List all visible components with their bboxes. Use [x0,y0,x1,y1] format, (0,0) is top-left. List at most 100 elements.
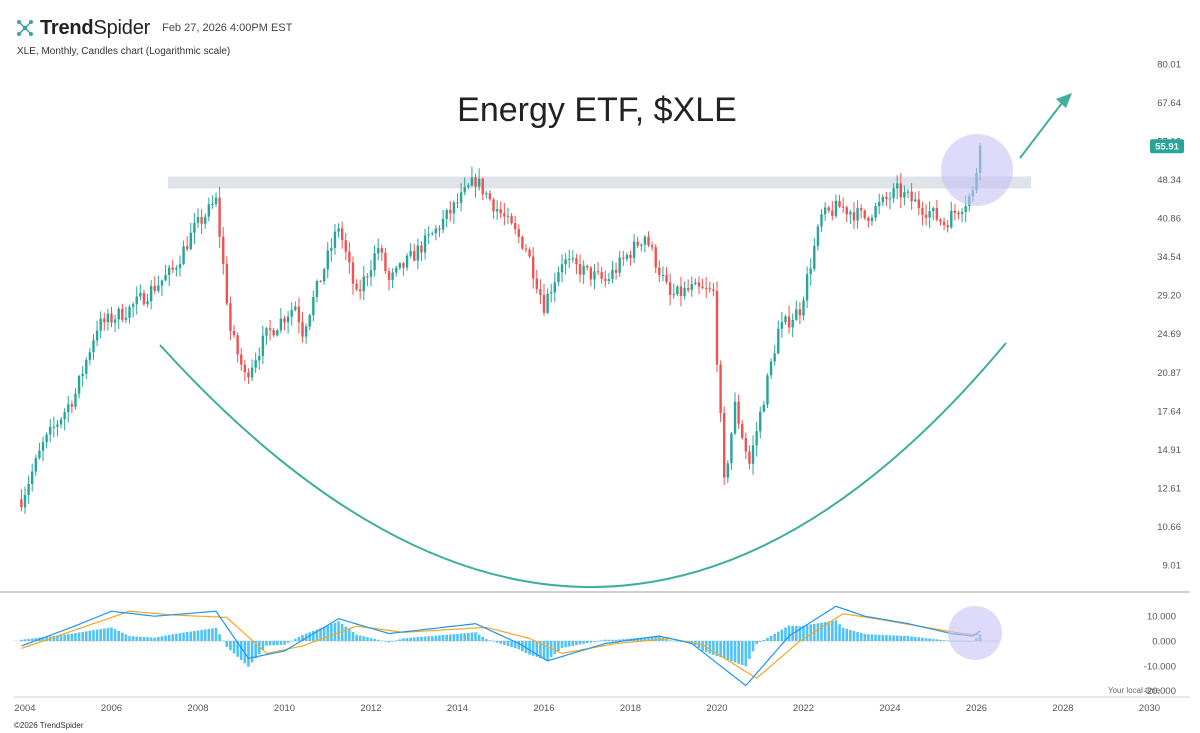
histogram-bar [618,639,621,641]
candle [243,360,247,382]
candle [773,344,776,366]
candle [708,281,711,293]
candle [571,250,575,263]
histogram-bar [596,641,600,642]
candle [791,313,794,338]
rounding-bottom-arc [159,342,1007,588]
histogram-bar [380,640,384,642]
histogram-bar [409,637,412,641]
highlight-circle [941,134,1013,206]
candle [495,200,499,220]
histogram-bar [935,639,939,641]
histogram-bar [232,641,236,654]
histogram-bar [236,641,239,657]
histogram-bar [124,634,128,641]
histogram-bar [326,625,330,641]
x-tick-label: 2022 [793,703,814,714]
candle [820,209,823,233]
candle [668,273,672,306]
histogram-bar [427,636,430,641]
histogram-bar [513,641,517,649]
histogram-bar [423,636,427,641]
candle [178,255,182,277]
candle [286,311,290,334]
candle [276,328,279,337]
histogram-bar [196,630,200,641]
candle [647,231,650,248]
candle [164,264,167,282]
candle [762,400,766,413]
candle [874,202,877,222]
histogram-bar [398,639,402,641]
candle [196,208,200,229]
histogram-bar [272,641,275,646]
candle [517,224,520,243]
candle [452,200,456,225]
candle [441,209,445,234]
histogram-bar [575,641,578,646]
histogram-bar [485,639,488,641]
candle [960,208,964,223]
candle [474,173,477,198]
candle [427,226,430,245]
candle [240,347,243,371]
histogram-bar [488,640,492,641]
candle [665,267,668,285]
candle [892,183,895,204]
histogram-bar [531,641,535,656]
histogram-bar [827,621,831,641]
last-price-badge [1150,139,1184,154]
histogram-bar [34,638,38,641]
candle [690,276,693,297]
candle [849,209,852,224]
x-tick-label: 2014 [447,703,468,714]
candle [578,254,582,283]
histogram-bar [387,641,391,643]
x-tick-label: 2010 [274,703,295,714]
histogram-bar [434,635,438,641]
macd-histogram [20,620,982,667]
candle [564,253,567,275]
candle [185,236,189,252]
histogram-bar [820,622,823,641]
candle [121,303,124,323]
histogram-bar [481,636,485,641]
candle [113,314,117,332]
candle [802,296,805,321]
candle [485,190,488,199]
candle [877,193,881,215]
y-tick-label: 67.64 [1157,98,1181,109]
candle [546,288,549,315]
candle [650,241,654,252]
histogram-bar [56,635,59,641]
histogram-bar [441,635,445,641]
last-price-label: 55.91 [1155,142,1179,153]
candle [146,294,149,308]
candle [704,277,708,299]
candle [23,486,27,514]
candle [124,306,128,323]
histogram-bar [265,641,268,646]
histogram-bar [146,637,149,641]
histogram-bar [366,637,369,641]
histogram-bar [113,629,117,641]
candle [398,262,402,271]
histogram-bar [175,633,178,641]
candle [103,312,106,331]
histogram-bar [733,641,737,663]
breakout-arrow [1019,102,1063,159]
candle [189,222,192,251]
candle [741,419,744,440]
candle [182,240,185,266]
candle [539,279,542,305]
histogram-bar [859,632,863,641]
histogram-bar [312,630,315,641]
candle [513,215,517,235]
histogram-bar [906,636,910,641]
candle [362,265,365,301]
candle [351,256,355,295]
histogram-bar [66,634,70,641]
histogram-bar [358,635,362,641]
histogram-bar [567,641,571,647]
candle [139,284,142,301]
